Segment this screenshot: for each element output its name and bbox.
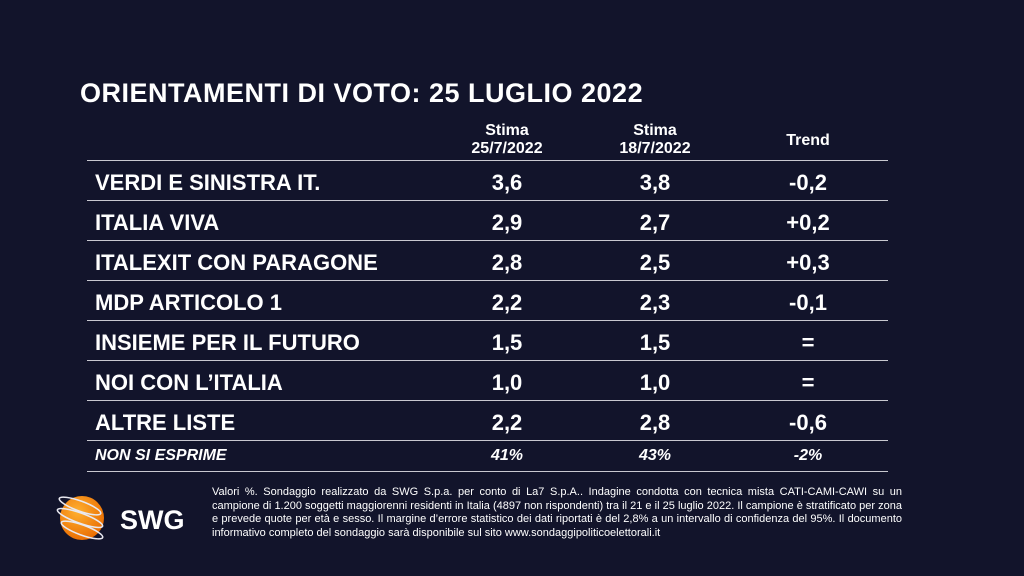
table-row: VERDI E SINISTRA IT. 3,6 3,8 -0,2 [87,161,888,201]
estimate-current: 2,2 [491,410,523,435]
header-line: Stima [633,122,677,139]
header-line: Trend [786,132,830,149]
estimate-previous: 2,8 [639,410,671,435]
party-name: INSIEME PER IL FUTURO [95,330,360,355]
estimate-previous: 43% [638,447,672,464]
estimate-current: 2,2 [491,290,523,315]
party-name: NOI CON L’ITALIA [95,370,283,395]
table-row: NOI CON L’ITALIA 1,0 1,0 = [87,361,888,401]
table-row: ITALIA VIVA 2,9 2,7 +0,2 [87,201,888,241]
party-name: VERDI E SINISTRA IT. [95,170,321,195]
trend-value: +0,2 [786,210,830,235]
estimate-current: 2,9 [491,210,523,235]
trend-value: -0,2 [789,170,827,195]
estimate-previous: 3,8 [639,170,671,195]
table-row: NON SI ESPRIME 41% 43% -2% [87,441,888,472]
trend-value: = [801,370,815,395]
estimate-current: 1,0 [491,370,523,395]
swg-logo: SWG [56,496,185,540]
table-row: ITALEXIT CON PARAGONE 2,8 2,5 +0,3 [87,241,888,281]
trend-value: = [801,330,815,355]
party-name: ALTRE LISTE [95,410,236,435]
trend-value: -0,6 [789,410,827,435]
poll-table: Stima 25/7/2022 Stima 18/7/2022 Trend VERD… [87,120,888,472]
table-header: Stima 25/7/2022 Stima 18/7/2022 Trend [87,120,888,161]
estimate-previous: 2,7 [639,210,671,235]
party-name: ITALEXIT CON PARAGONE [95,250,378,275]
estimate-previous: 1,5 [639,330,671,355]
trend-value: -2% [793,447,823,464]
trend-value: +0,3 [786,250,830,275]
column-header-previous: Stima 18/7/2022 [580,122,730,158]
methodology-note: Valori %. Sondaggio realizzato da SWG S.… [212,486,902,539]
column-header-current: Stima 25/7/2022 [432,122,582,158]
table-row: INSIEME PER IL FUTURO 1,5 1,5 = [87,321,888,361]
column-header-trend: Trend [733,132,883,150]
estimate-current: 1,5 [491,330,523,355]
table-row: ALTRE LISTE 2,2 2,8 -0,6 [87,401,888,441]
table-row: MDP ARTICOLO 1 2,2 2,3 -0,1 [87,281,888,321]
estimate-previous: 1,0 [639,370,671,395]
estimate-current: 41% [490,447,524,464]
estimate-current: 3,6 [491,170,523,195]
header-line: Stima [485,122,529,139]
party-name: ITALIA VIVA [95,210,220,235]
party-name: NON SI ESPRIME [95,447,227,464]
logo-text: SWG [120,505,185,535]
estimate-current: 2,8 [491,250,523,275]
party-name: MDP ARTICOLO 1 [95,290,283,315]
trend-value: -0,1 [789,290,827,315]
estimate-previous: 2,5 [639,250,671,275]
estimate-previous: 2,3 [639,290,671,315]
page-title: ORIENTAMENTI DI VOTO: 25 LUGLIO 2022 [80,78,644,108]
header-date: 25/7/2022 [471,140,543,157]
header-date: 18/7/2022 [619,140,691,157]
